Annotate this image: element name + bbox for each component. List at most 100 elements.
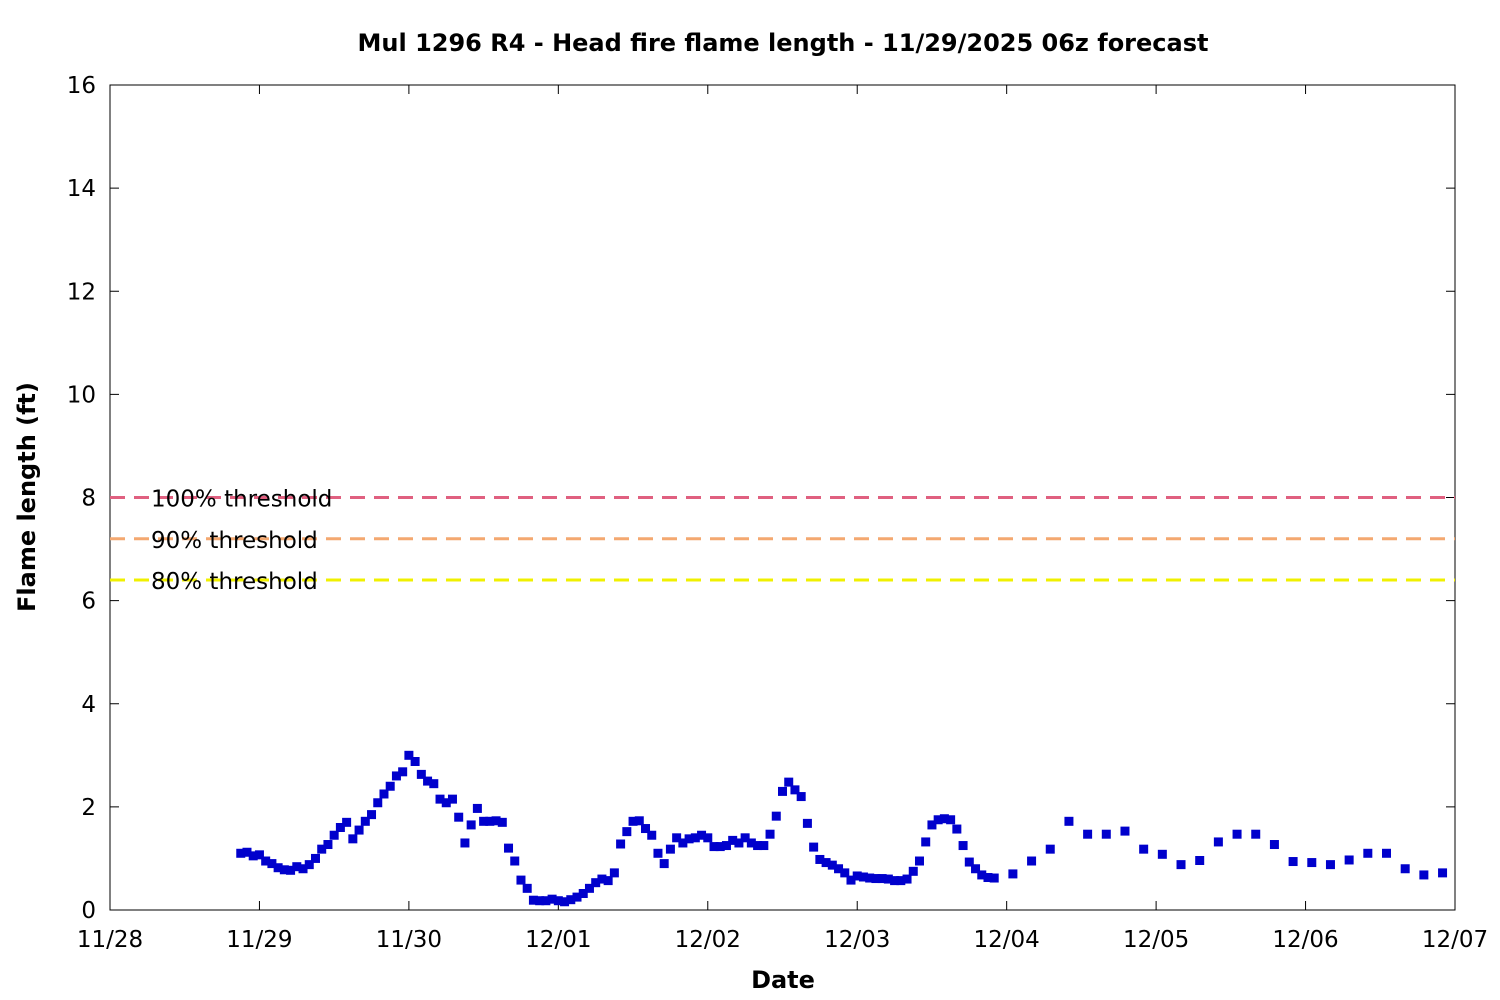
data-point	[634, 816, 644, 826]
data-point	[759, 841, 769, 851]
data-point	[1157, 849, 1167, 859]
x-tick-label: 12/07	[1422, 927, 1488, 953]
data-point	[977, 870, 987, 880]
data-point	[609, 868, 619, 878]
data-point	[578, 889, 588, 898]
threshold-label: 100% threshold	[151, 487, 332, 513]
y-tick-label: 12	[67, 279, 96, 305]
data-point	[553, 896, 563, 906]
data-point	[672, 833, 682, 843]
data-point	[435, 794, 445, 804]
threshold-lines: 100% threshold 90% threshold 80% threshold	[110, 487, 1455, 595]
data-point	[1438, 868, 1448, 878]
data-point	[927, 820, 937, 830]
data-point	[292, 862, 302, 872]
data-point	[591, 878, 601, 888]
data-point	[367, 810, 377, 820]
data-point	[298, 864, 308, 874]
data-point	[348, 834, 358, 844]
data-point	[890, 876, 900, 886]
data-point	[659, 859, 669, 869]
x-tick-label: 12/04	[974, 927, 1040, 953]
data-point	[510, 856, 520, 866]
data-point	[304, 860, 314, 870]
data-point	[933, 815, 943, 825]
data-point	[416, 769, 426, 779]
data-point	[410, 757, 420, 766]
x-tick-label: 12/03	[824, 927, 890, 953]
data-point	[466, 820, 476, 830]
y-tick-label: 14	[67, 176, 96, 202]
data-point	[441, 798, 451, 808]
data-point	[447, 794, 457, 804]
data-point	[335, 823, 345, 832]
data-point	[1419, 870, 1429, 880]
data-point	[715, 842, 725, 852]
data-point	[852, 871, 862, 881]
data-point	[1120, 826, 1130, 836]
data-point	[460, 838, 470, 848]
data-point	[734, 838, 744, 848]
data-point	[1269, 840, 1279, 850]
data-point	[597, 874, 607, 884]
data-point	[665, 844, 675, 854]
data-point	[1382, 848, 1392, 858]
data-point	[379, 789, 389, 799]
data-point	[572, 892, 582, 902]
data-point	[354, 825, 364, 835]
data-point	[964, 857, 974, 867]
x-tick-label: 11/30	[376, 927, 442, 953]
data-point	[267, 859, 277, 869]
data-point	[628, 816, 638, 826]
data-point	[914, 856, 924, 866]
data-point	[1101, 829, 1111, 839]
data-point	[491, 816, 501, 826]
data-point	[765, 829, 775, 839]
data-point	[858, 872, 868, 882]
threshold-label: 80% threshold	[151, 569, 318, 595]
data-point	[1064, 816, 1074, 826]
data-point	[703, 833, 713, 843]
data-point	[771, 811, 781, 821]
data-point	[647, 830, 657, 840]
data-point	[1008, 869, 1018, 879]
data-point	[479, 816, 489, 826]
data-point	[286, 865, 296, 875]
data-point	[1325, 860, 1335, 870]
data-point	[1288, 857, 1298, 867]
data-point	[616, 839, 626, 849]
data-point	[946, 815, 956, 825]
data-point	[485, 816, 495, 826]
data-point	[971, 864, 981, 874]
data-point	[939, 814, 949, 824]
data-point	[317, 844, 327, 854]
y-tick-label: 2	[81, 795, 96, 821]
y-tick-label: 0	[81, 898, 96, 924]
data-point	[641, 824, 651, 834]
data-point	[404, 750, 414, 760]
data-point	[753, 841, 763, 851]
data-point	[516, 875, 526, 885]
data-point	[242, 847, 252, 857]
x-tick-label: 12/06	[1272, 927, 1338, 953]
data-point	[1083, 829, 1093, 839]
data-point	[796, 792, 806, 802]
data-point	[528, 895, 538, 905]
data-point	[877, 874, 887, 884]
data-point	[908, 866, 918, 876]
data-point	[1232, 829, 1242, 839]
data-point	[1176, 860, 1186, 870]
x-tick-label: 12/01	[525, 927, 591, 953]
data-point	[391, 771, 401, 781]
x-tick-label: 11/29	[226, 927, 292, 953]
data-point	[815, 854, 825, 864]
data-point	[429, 779, 439, 789]
data-point	[1251, 829, 1261, 839]
data-point	[398, 767, 408, 777]
data-point	[902, 874, 912, 884]
data-point	[560, 897, 570, 907]
data-point	[541, 896, 551, 906]
data-point	[360, 816, 370, 826]
data-point	[385, 781, 395, 791]
data-point	[871, 874, 881, 884]
